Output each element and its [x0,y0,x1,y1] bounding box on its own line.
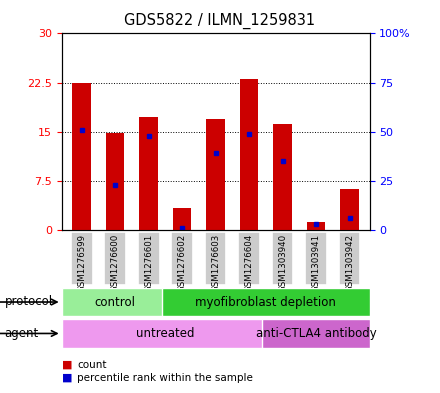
Bar [138,232,160,285]
Bar [162,288,370,316]
Text: GSM1303942: GSM1303942 [345,234,354,292]
Text: myofibroblast depletion: myofibroblast depletion [195,296,336,309]
Text: GSM1276599: GSM1276599 [77,234,86,292]
Text: count: count [77,360,106,370]
Bar [173,208,191,230]
Bar [71,232,92,285]
Bar [340,189,359,230]
Bar [263,319,370,348]
Bar [73,83,91,230]
Bar [271,232,293,285]
Text: percentile rank within the sample: percentile rank within the sample [77,373,253,383]
Text: GDS5822 / ILMN_1259831: GDS5822 / ILMN_1259831 [125,13,315,29]
Text: GSM1276604: GSM1276604 [245,234,253,292]
Bar [240,79,258,230]
Bar [171,232,193,285]
Bar [238,232,260,285]
Bar [205,232,227,285]
Text: GSM1303941: GSM1303941 [312,234,320,292]
Text: control: control [95,296,136,309]
Bar [307,222,325,230]
Bar [62,319,269,348]
Bar [305,232,327,285]
Text: ■: ■ [62,360,72,370]
Text: ■: ■ [62,373,72,383]
Bar [62,288,169,316]
Text: GSM1276603: GSM1276603 [211,234,220,292]
Text: protocol: protocol [4,295,52,309]
Bar [206,119,225,230]
Text: GSM1276601: GSM1276601 [144,234,153,292]
Bar [273,124,292,230]
Text: GSM1276602: GSM1276602 [178,234,187,292]
Bar [139,117,158,230]
Bar [106,133,125,230]
Text: agent: agent [4,327,39,340]
Text: anti-CTLA4 antibody: anti-CTLA4 antibody [256,327,376,340]
Bar [339,232,360,285]
Text: GSM1303940: GSM1303940 [278,234,287,292]
Text: untreated: untreated [136,327,194,340]
Text: GSM1276600: GSM1276600 [111,234,120,292]
Bar [104,232,126,285]
